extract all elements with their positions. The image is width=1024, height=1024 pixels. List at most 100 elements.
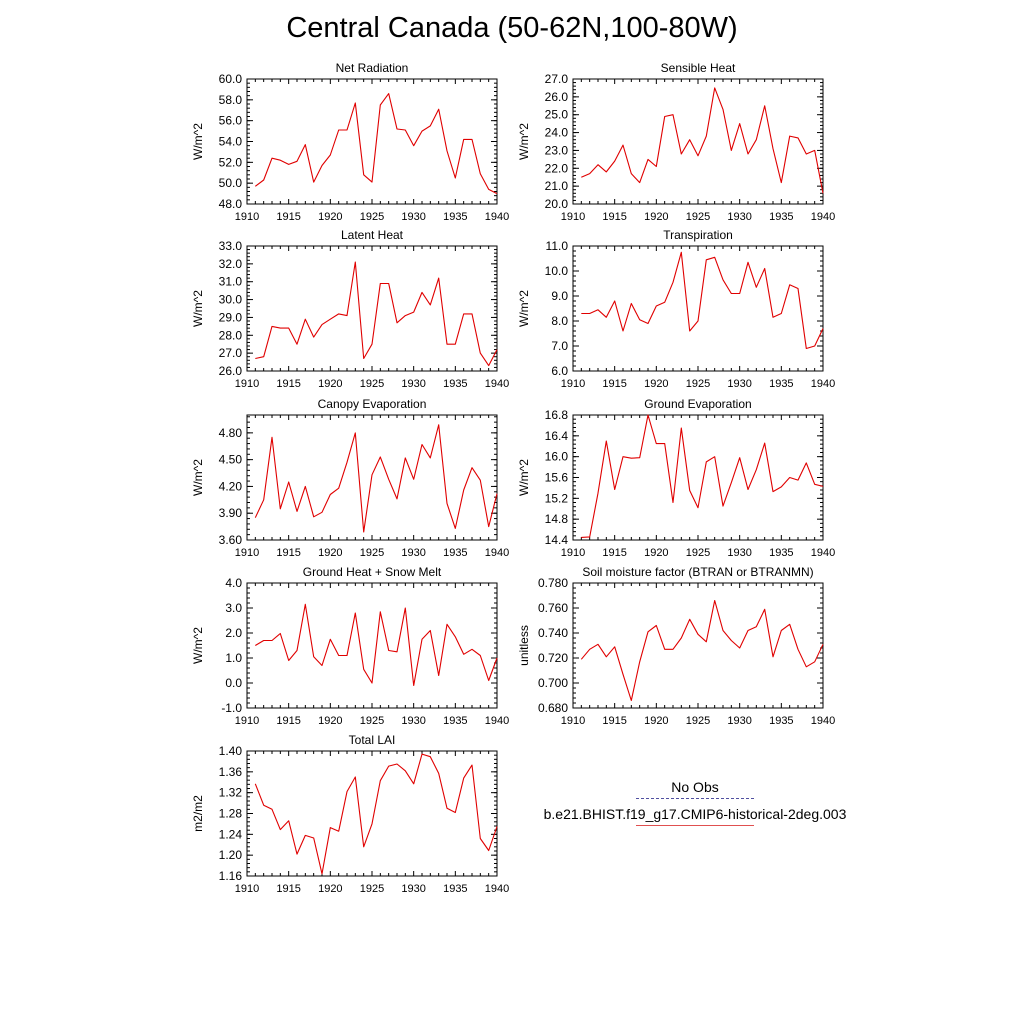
- y-tick-label: 6.0: [551, 364, 568, 378]
- panel-0: Net Radiation W/m^2 1910 1915 1920 1925 1930 19…: [191, 61, 509, 223]
- x-tick-label: 1910: [561, 211, 585, 223]
- y-tick-label: 4.0: [225, 576, 242, 590]
- y-tick-label: 16.0: [545, 450, 569, 464]
- y-axis-label: m2/m2: [191, 795, 205, 832]
- y-tick-label: 9.0: [551, 289, 568, 303]
- panel-title: Total LAI: [349, 733, 396, 747]
- x-tick-label: 1925: [360, 378, 384, 390]
- y-axis-label: W/m^2: [191, 123, 205, 160]
- legend-obs-label: No Obs: [671, 779, 719, 795]
- y-tick-label: -1.0: [221, 701, 242, 715]
- x-tick-label: 1930: [401, 715, 425, 727]
- x-tick-label: 1940: [811, 715, 835, 727]
- y-axis-label: W/m^2: [191, 627, 205, 664]
- y-tick-label: 31.0: [219, 275, 243, 289]
- x-tick-label: 1915: [276, 211, 300, 223]
- y-tick-label: 8.0: [551, 314, 568, 328]
- y-tick-label: 58.0: [219, 93, 243, 107]
- y-tick-label: 30.0: [219, 293, 243, 307]
- panel-8: Total LAI m2/m2 1910 1915 1920 1925 1930 1935 19…: [191, 733, 509, 895]
- panel-title: Transpiration: [663, 228, 733, 242]
- y-tick-label: 23.0: [545, 143, 569, 157]
- series-line: [580, 599, 824, 702]
- x-tick-label: 1930: [727, 211, 751, 223]
- legend-model-label: b.e21.BHIST.f19_g17.CMIP6-historical-2de…: [543, 806, 847, 822]
- x-tick-label: 1925: [686, 211, 710, 223]
- x-tick-label: 1925: [686, 547, 710, 559]
- x-tick-label: 1915: [602, 715, 626, 727]
- x-tick-label: 1935: [443, 715, 467, 727]
- x-tick-label: 1935: [769, 378, 793, 390]
- y-tick-label: 3.0: [225, 601, 242, 615]
- y-tick-label: 15.6: [545, 471, 569, 485]
- panel-title: Latent Heat: [341, 228, 404, 242]
- y-tick-label: 4.80: [219, 426, 243, 440]
- x-tick-label: 1920: [318, 547, 342, 559]
- x-tick-label: 1915: [276, 547, 300, 559]
- x-tick-label: 1930: [727, 715, 751, 727]
- x-tick-label: 1940: [485, 378, 509, 390]
- x-tick-label: 1935: [443, 883, 467, 895]
- y-tick-label: 22.0: [545, 161, 569, 175]
- x-tick-label: 1930: [401, 547, 425, 559]
- series-line: [255, 261, 498, 367]
- x-tick-label: 1920: [644, 715, 668, 727]
- x-tick-label: 1915: [602, 378, 626, 390]
- plot-frame: [246, 245, 498, 372]
- x-tick-label: 1915: [276, 715, 300, 727]
- y-tick-label: 32.0: [219, 257, 243, 271]
- x-tick-label: 1940: [811, 378, 835, 390]
- panel-title: Canopy Evaporation: [318, 397, 427, 411]
- x-tick-label: 1935: [443, 211, 467, 223]
- panel-7: Soil moisture factor (BTRAN or BTRANMN) u…: [517, 565, 835, 727]
- series-line: [254, 753, 498, 875]
- x-tick-label: 1915: [276, 378, 300, 390]
- x-tick-label: 1910: [561, 378, 585, 390]
- y-tick-label: 1.20: [219, 848, 243, 862]
- x-tick-label: 1910: [235, 547, 259, 559]
- panel-4: Canopy Evaporation W/m^2 1910 1915 1920 1925 1…: [191, 397, 509, 559]
- y-tick-label: 0.0: [225, 676, 242, 690]
- x-tick-label: 1925: [360, 883, 384, 895]
- x-tick-label: 1915: [602, 211, 626, 223]
- x-tick-label: 1930: [727, 378, 751, 390]
- y-tick-label: 20.0: [545, 197, 569, 211]
- x-tick-label: 1935: [443, 378, 467, 390]
- panel-title: Sensible Heat: [661, 61, 736, 75]
- x-tick-label: 1925: [360, 715, 384, 727]
- y-tick-label: 48.0: [219, 197, 243, 211]
- plot-frame: [572, 78, 824, 205]
- x-tick-label: 1940: [485, 715, 509, 727]
- plot-frame: [246, 78, 498, 205]
- series-line: [581, 414, 824, 538]
- x-tick-label: 1935: [443, 547, 467, 559]
- x-tick-label: 1940: [485, 211, 509, 223]
- panel-6: Ground Heat + Snow Melt W/m^2 1910 1915 1920…: [191, 565, 509, 727]
- y-tick-label: 25.0: [545, 108, 569, 122]
- x-tick-label: 1920: [318, 211, 342, 223]
- x-tick-label: 1940: [485, 883, 509, 895]
- y-tick-label: 1.0: [225, 651, 242, 665]
- y-tick-label: 4.50: [219, 453, 243, 467]
- y-tick-label: 1.16: [219, 869, 243, 883]
- y-axis-label: W/m^2: [517, 459, 531, 496]
- y-axis-label: W/m^2: [517, 123, 531, 160]
- panel-2: Latent Heat W/m^2 1910 1915 1920 1925 1930 1935…: [191, 228, 509, 390]
- x-tick-label: 1920: [644, 547, 668, 559]
- series-line: [254, 93, 498, 195]
- x-tick-label: 1910: [561, 547, 585, 559]
- x-tick-label: 1930: [401, 883, 425, 895]
- y-tick-label: 1.28: [219, 807, 243, 821]
- series-line: [255, 603, 498, 687]
- x-tick-label: 1910: [235, 883, 259, 895]
- y-tick-label: 7.0: [551, 339, 568, 353]
- y-tick-label: 50.0: [219, 176, 243, 190]
- legend-model-line: [636, 825, 754, 826]
- x-tick-label: 1920: [644, 378, 668, 390]
- y-tick-label: 14.4: [545, 533, 569, 547]
- x-tick-label: 1910: [235, 211, 259, 223]
- y-tick-label: 27.0: [545, 72, 569, 86]
- y-axis-label: W/m^2: [191, 459, 205, 496]
- x-tick-label: 1940: [811, 547, 835, 559]
